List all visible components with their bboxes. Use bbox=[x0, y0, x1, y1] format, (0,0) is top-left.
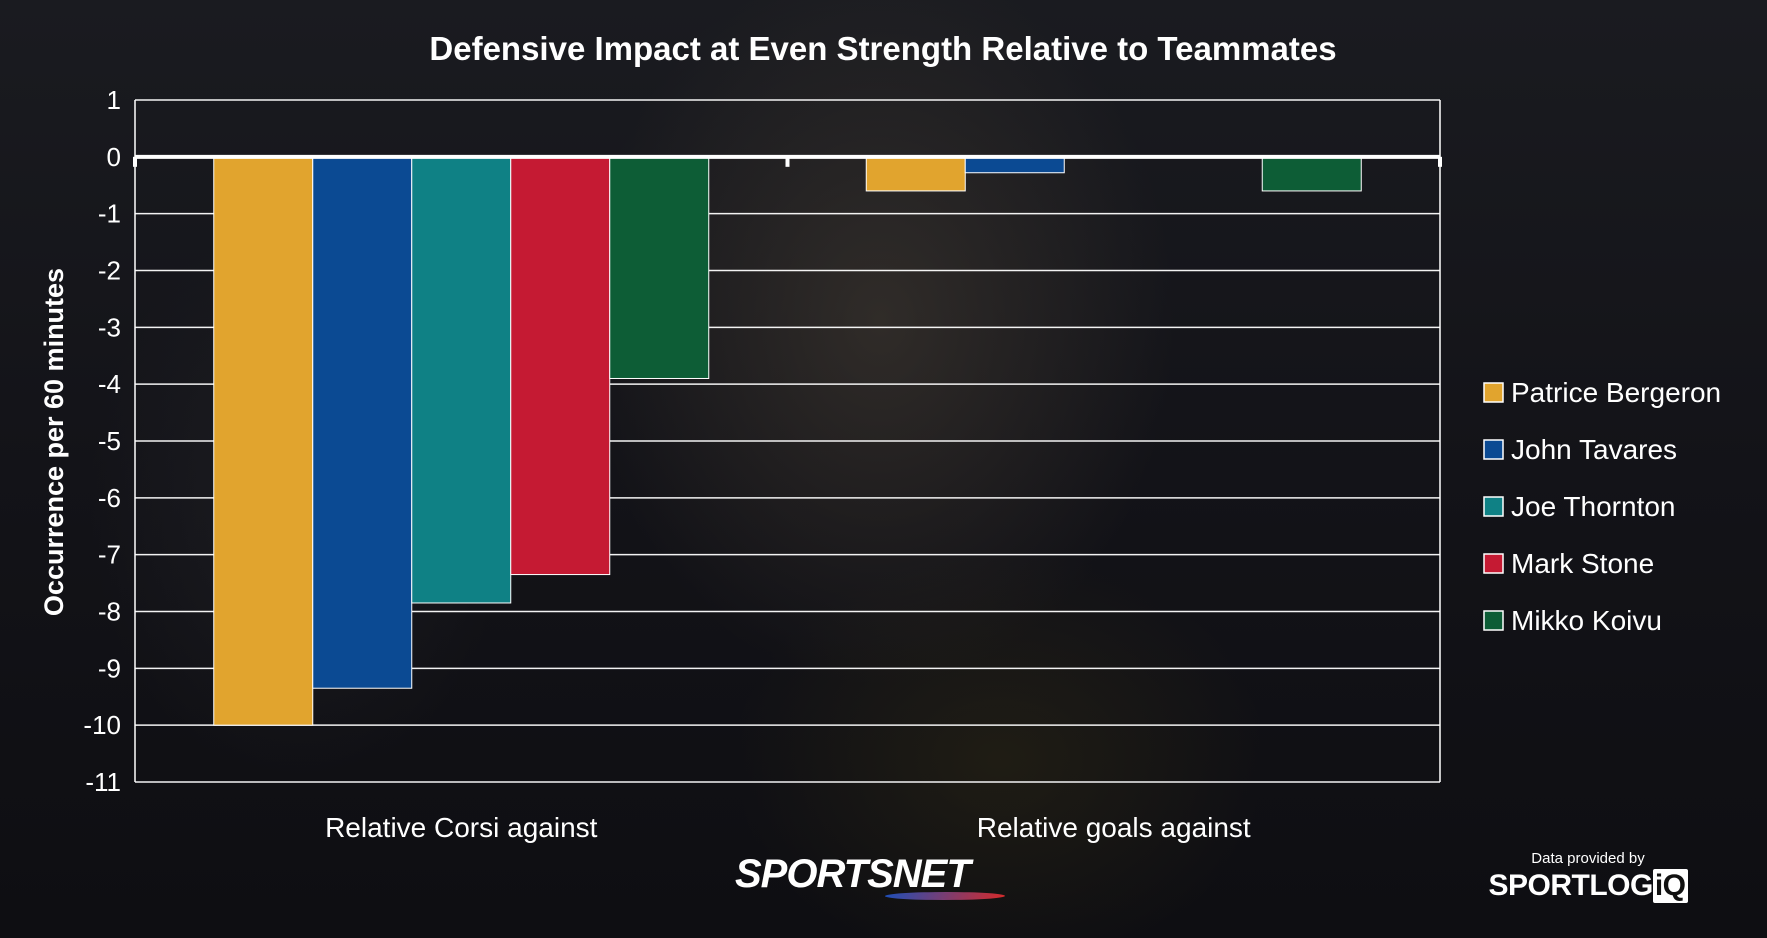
chart-title: Defensive Impact at Even Strength Relati… bbox=[429, 30, 1336, 67]
legend-swatch bbox=[1483, 439, 1504, 460]
y-tick-label: -5 bbox=[98, 426, 121, 456]
data-provided-text: Data provided by bbox=[1531, 850, 1645, 867]
legend-swatch bbox=[1483, 553, 1504, 574]
x-category-label: Relative Corsi against bbox=[325, 812, 598, 843]
bar bbox=[213, 156, 314, 726]
data-credit: Data provided by SPORTLOGiQ bbox=[1488, 850, 1688, 903]
legend-swatch bbox=[1483, 610, 1504, 631]
bar bbox=[964, 156, 1065, 174]
y-tick-label: -7 bbox=[98, 540, 121, 570]
x-category-labels: Relative Corsi against Relative goals aga… bbox=[325, 812, 1251, 843]
legend-swatch bbox=[1483, 496, 1504, 517]
y-tick-label: 0 bbox=[107, 142, 121, 172]
y-tick-label: -3 bbox=[98, 312, 121, 342]
y-tick-label: -4 bbox=[98, 369, 121, 399]
y-tick-label: -10 bbox=[83, 710, 121, 740]
bar bbox=[312, 156, 413, 689]
y-tick-label: -9 bbox=[98, 653, 121, 683]
y-tick-label: -8 bbox=[98, 597, 121, 627]
sportsnet-wordmark: SPORTSNET bbox=[735, 852, 971, 896]
y-tick-label: -6 bbox=[98, 483, 121, 513]
y-axis-label: Occurrence per 60 minutes bbox=[39, 268, 69, 616]
legend-label: John Tavares bbox=[1511, 434, 1677, 465]
x-category-label: Relative goals against bbox=[977, 812, 1251, 843]
bar bbox=[1261, 156, 1362, 192]
sportlogiq-iq-badge: iQ bbox=[1652, 869, 1688, 903]
legend-label: Joe Thornton bbox=[1511, 491, 1676, 522]
y-tick-label: -11 bbox=[85, 767, 121, 797]
bars bbox=[213, 156, 1362, 726]
sportlogiq-logo: SPORTLOGiQ bbox=[1488, 869, 1688, 903]
y-tick-label: -2 bbox=[98, 256, 121, 286]
legend-label: Mikko Koivu bbox=[1511, 605, 1662, 636]
axes bbox=[133, 100, 1442, 782]
y-tick-label: 1 bbox=[107, 85, 121, 115]
legend-swatch bbox=[1483, 382, 1504, 403]
bar bbox=[411, 156, 512, 604]
bar bbox=[865, 156, 966, 192]
sportsnet-swoosh-icon bbox=[883, 892, 1007, 900]
y-tick-label: -1 bbox=[98, 199, 121, 229]
bar bbox=[510, 156, 611, 576]
bar bbox=[609, 156, 710, 379]
sportsnet-logo: SPORTSNET bbox=[735, 852, 1041, 900]
legend-label: Mark Stone bbox=[1511, 548, 1654, 579]
y-tick-labels: 1 0 -1 -2 -3 -4 -5 -6 -7 -8 -9 -10 -11 bbox=[83, 85, 121, 797]
sportlogiq-wordmark: SPORTLOG bbox=[1488, 869, 1653, 902]
legend: Patrice Bergeron John Tavares Joe Thornton… bbox=[1483, 377, 1721, 636]
legend-label: Patrice Bergeron bbox=[1511, 377, 1721, 408]
